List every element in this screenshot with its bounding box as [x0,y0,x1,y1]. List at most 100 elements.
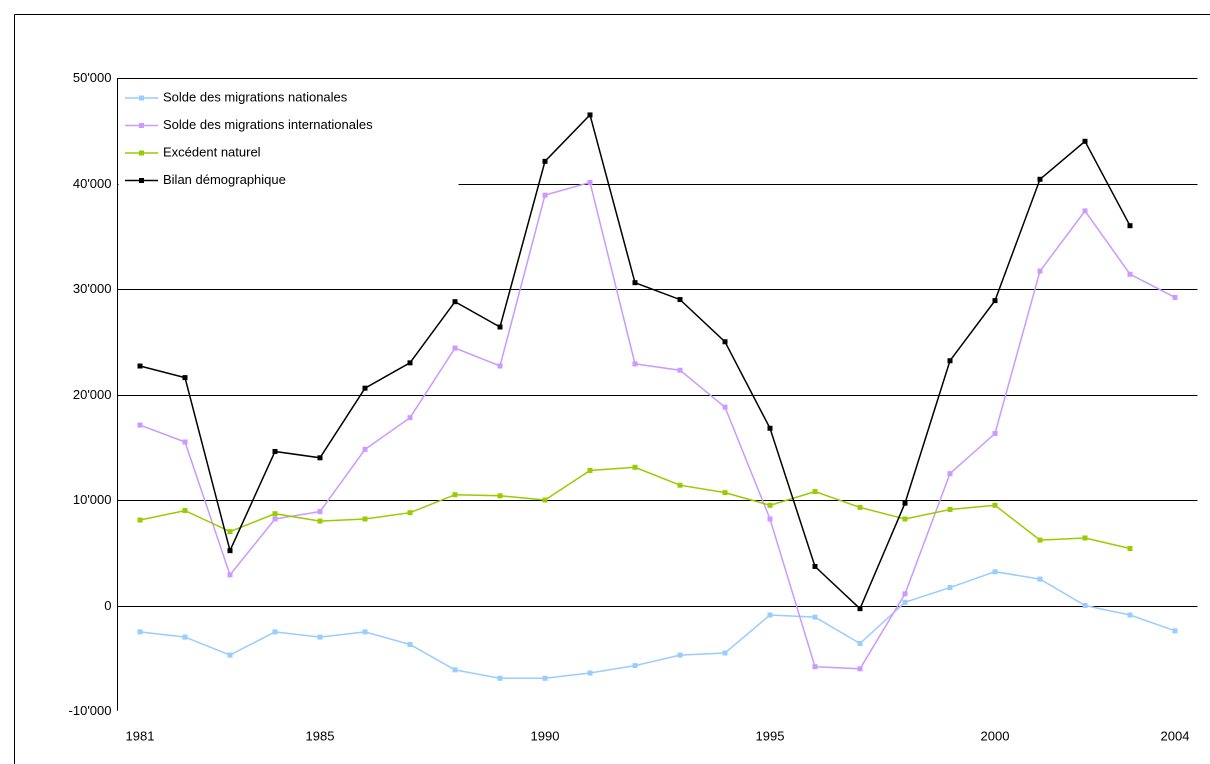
y-tick-label: 40'000 [73,176,112,191]
y-tick-label: 20'000 [73,387,112,402]
data-point [542,675,548,681]
data-point [992,502,998,508]
data-point [947,471,953,477]
data-point [947,585,953,591]
data-point [992,431,998,437]
data-point [677,482,683,488]
data-point [1127,612,1133,618]
data-point [902,599,908,605]
data-point [452,299,458,305]
data-point [317,634,323,640]
data-point [722,404,728,410]
data-point [677,297,683,303]
data-point [407,642,413,648]
legend-swatch-marker [139,123,144,128]
legend-label: Solde des migrations nationales [163,89,348,104]
legend-swatch-marker [139,150,144,156]
data-point [677,367,683,373]
data-point [272,511,278,517]
x-tick-label: 1990 [531,728,560,743]
data-point [677,652,683,658]
data-point [1037,268,1043,274]
data-point [227,572,233,578]
data-point [812,664,818,670]
legend-swatch-marker [139,95,144,101]
data-point [1082,138,1088,144]
data-point [272,448,278,454]
data-point [407,360,413,366]
data-point [1082,603,1088,608]
series-line [139,570,1176,680]
data-point [182,439,188,445]
data-point [1127,546,1133,552]
y-tick-label: 50'000 [73,70,112,85]
legend-label: Excédent naturel [163,144,261,159]
data-point [497,363,503,369]
data-point [137,363,143,369]
data-point [362,629,368,635]
data-point [362,385,368,391]
data-point [812,614,818,620]
y-tick-label: -10'000 [69,703,112,718]
data-point [1172,294,1178,300]
data-point [722,339,728,345]
data-point [632,280,638,286]
y-tick-label: 0 [104,598,111,613]
data-point [812,563,818,569]
data-point [992,569,998,575]
data-point [1037,176,1043,182]
legend-label: Solde des migrations internationales [163,117,373,132]
data-point [317,509,323,515]
data-point [857,640,863,646]
data-point [407,510,413,516]
data-point [272,629,278,635]
data-point [317,518,323,524]
data-point [227,652,233,658]
legend-swatch-marker [139,178,144,183]
data-point [857,504,863,510]
data-point [542,497,548,503]
data-point [452,345,458,351]
data-point [182,634,188,640]
data-point [1037,537,1043,543]
x-tick-label: 1985 [306,728,335,743]
data-point [857,606,863,612]
data-point [767,516,773,522]
data-point [812,489,818,495]
data-point [227,548,233,554]
data-point [542,158,548,164]
data-point [227,529,233,535]
data-point [632,663,638,669]
data-point [182,508,188,514]
data-point [947,506,953,512]
x-tick-label: 1995 [756,728,785,743]
data-point [632,464,638,470]
data-point [902,500,908,506]
data-point [722,490,728,496]
data-point [1127,223,1133,229]
x-tick-label: 2004 [1161,728,1190,743]
data-point [272,516,278,522]
data-point [542,192,548,198]
data-point [1082,208,1088,214]
data-point [362,516,368,522]
data-point [857,666,863,672]
data-point [767,502,773,508]
data-point [722,650,728,656]
data-point [137,517,143,523]
data-point [137,422,143,428]
data-point [587,112,593,118]
data-point [452,492,458,498]
data-point [182,375,188,381]
data-point [137,629,143,635]
legend-box [118,85,459,195]
y-tick-label: 10'000 [73,492,112,507]
data-point [992,298,998,304]
data-point [947,358,953,364]
data-point [1037,576,1043,582]
data-point [587,179,593,185]
data-point [1172,628,1178,634]
legend-label: Bilan démographique [163,172,286,187]
data-point [902,516,908,522]
